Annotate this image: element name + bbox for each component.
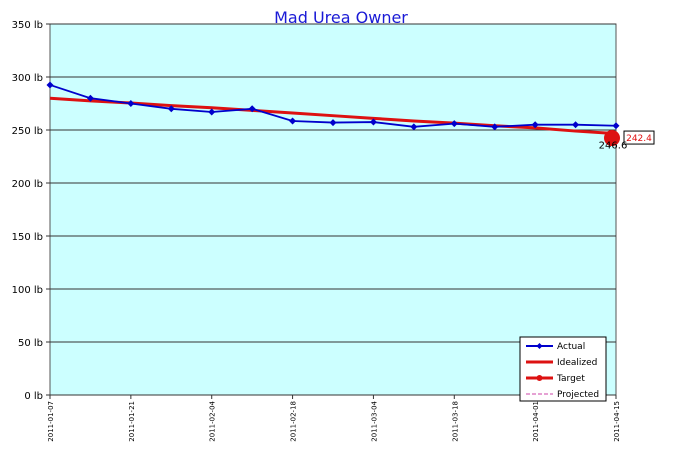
target-value-label: 242.4 xyxy=(626,134,652,144)
target-label-box xyxy=(623,130,655,145)
actual-point xyxy=(289,117,297,125)
series-layer xyxy=(46,81,620,147)
actual-point xyxy=(531,121,539,129)
y-tick-label: 150 lb xyxy=(12,232,43,243)
y-tick-label: 0 lb xyxy=(24,391,43,402)
x-tick-label: 2011-01-21 xyxy=(128,401,136,442)
actual-point xyxy=(46,81,54,89)
y-axis: 0 lb 50 lb 100 lb 150 lb 200 lb 250 lb 300 lb 3… xyxy=(12,20,50,402)
actual-point xyxy=(329,119,337,127)
y-tick-label: 200 lb xyxy=(12,179,43,190)
series-idealized-line xyxy=(49,96,617,136)
target-point xyxy=(604,130,620,147)
actual-point xyxy=(572,121,580,129)
legend: Actual Idealized Target Projected xyxy=(519,336,607,402)
actual-point xyxy=(410,123,418,131)
y-tick-label: 300 lb xyxy=(12,73,43,84)
x-tick-label: 2011-04-01 xyxy=(532,401,540,442)
x-tick-label: 2011-01-07 xyxy=(47,401,55,442)
legend-label-actual: Actual xyxy=(557,342,585,352)
x-tick-label: 2011-02-04 xyxy=(209,400,217,441)
actual-point xyxy=(248,105,256,113)
legend-label-target: Target xyxy=(556,374,585,384)
plot-area xyxy=(49,23,617,396)
legend-marker-actual xyxy=(536,343,543,349)
actual-point xyxy=(450,120,458,128)
actual-point xyxy=(491,123,499,131)
legend-box xyxy=(519,336,607,402)
legend-label-idealized: Idealized xyxy=(557,358,597,368)
x-tick-label: 2011-04-15 xyxy=(613,401,621,442)
legend-label-projected: Projected xyxy=(557,390,599,400)
x-tick-label: 2011-02-18 xyxy=(290,401,298,442)
y-tick-label: 100 lb xyxy=(12,285,43,296)
y-tick-label: 250 lb xyxy=(12,126,43,137)
chart-title: Mad Urea Owner xyxy=(274,8,408,27)
actual-point xyxy=(612,122,620,130)
actual-point xyxy=(127,100,135,107)
actual-point xyxy=(86,94,94,102)
actual-point xyxy=(208,108,216,116)
y-tick-label: 350 lb xyxy=(12,20,43,31)
legend-marker-target xyxy=(536,375,543,381)
actual-point xyxy=(167,105,175,113)
x-axis: 2011-01-07 2011-01-21 2011-02-04 2011-02-18… xyxy=(47,395,621,442)
actual-point xyxy=(369,118,377,126)
idealized-end-label: 246.6 xyxy=(599,141,628,152)
x-tick-label: 2011-03-04 xyxy=(370,400,378,441)
y-tick-label: 50 lb xyxy=(18,338,43,349)
x-tick-label: 2011-03-18 xyxy=(451,401,459,442)
